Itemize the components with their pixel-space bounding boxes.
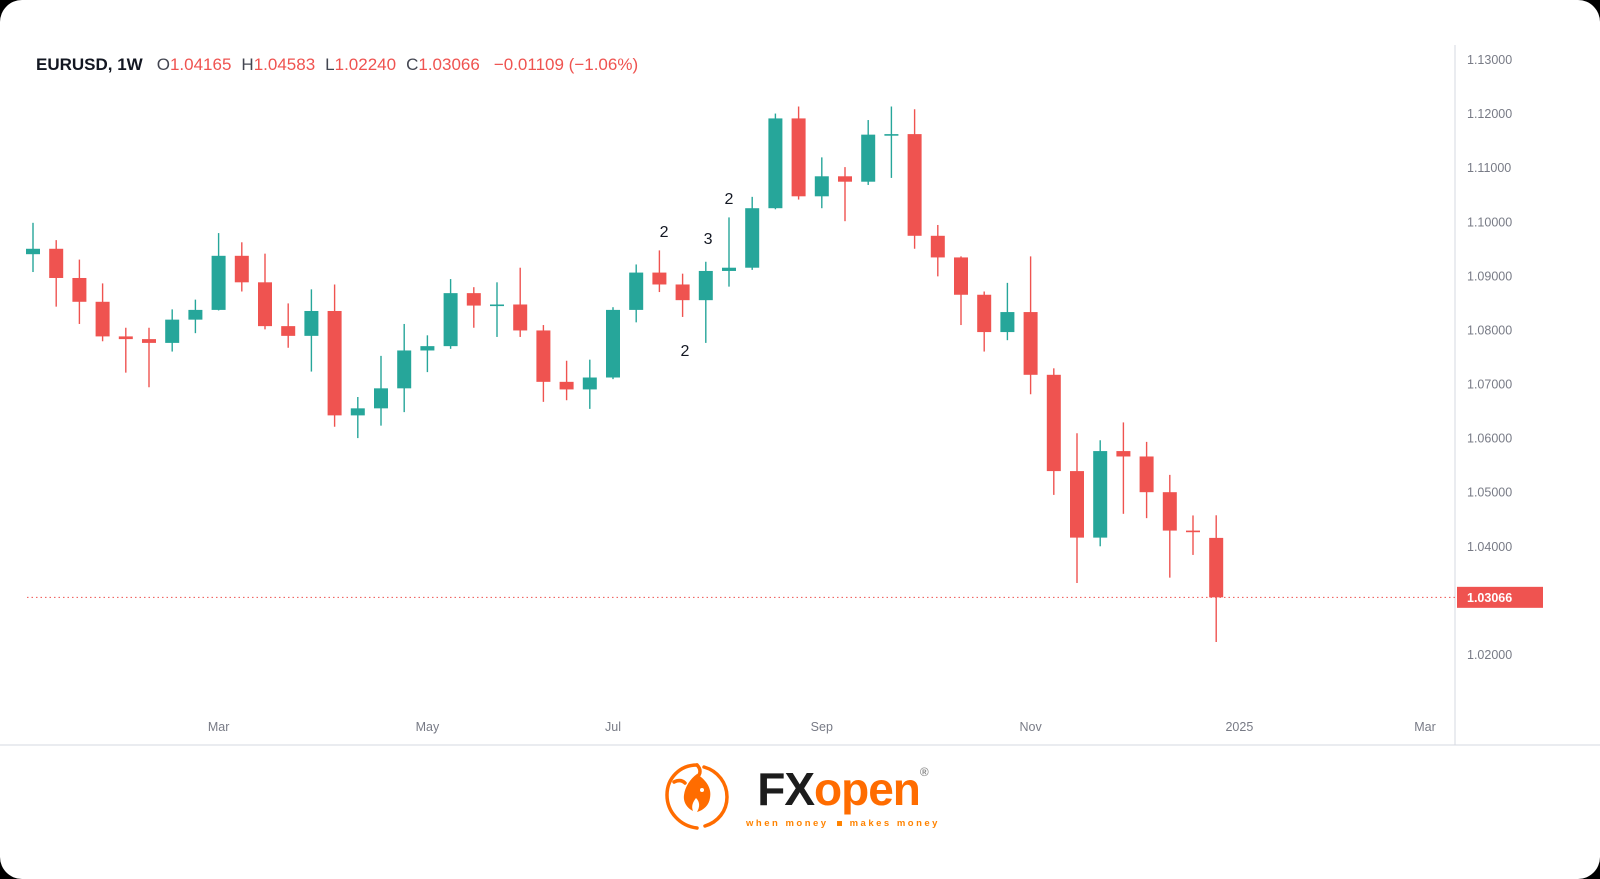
time-axis-label: May [416,720,440,734]
candle [675,273,690,317]
candle [838,167,852,222]
candle [1209,515,1224,643]
candle [652,250,667,293]
candle [443,279,458,349]
candle [814,157,829,209]
wave-count-annotation: 2 [660,224,669,241]
time-axis-label: Jul [605,720,621,734]
candle [861,120,876,185]
candle [722,217,736,287]
price-axis-label: 1.07000 [1467,378,1512,392]
candle [281,303,296,348]
candle [513,267,528,337]
candle [490,282,504,337]
candle [768,113,783,210]
brand-fx: FX [757,762,815,815]
tagline-separator-icon [836,820,842,826]
candle [907,109,922,249]
candle [26,222,40,273]
candle [1000,282,1015,341]
price-axis-label: 1.08000 [1467,323,1512,337]
candle [1070,433,1084,584]
candle [258,253,272,330]
candle [327,284,342,427]
candle [791,106,806,200]
candle [930,224,945,277]
candle [1139,441,1154,519]
candle [698,261,713,343]
last-price-label: 1.03066 [1457,586,1543,608]
candle [118,327,133,373]
candle [1162,474,1177,578]
candle [234,242,249,292]
tagline-right: makes money [849,817,940,829]
price-axis-label: 1.05000 [1467,486,1512,500]
time-axis-label: Sep [811,720,833,734]
price-axis-label: 1.11000 [1467,161,1511,175]
candle [374,355,388,426]
price-axis-label: 1.02000 [1467,648,1512,662]
price-axis[interactable]: 1.13000 1.12000 1.11000 1.10000 1.09000 1.080… [1467,53,1512,662]
candle [1023,256,1038,395]
time-axis-label: Nov [1019,720,1042,734]
price-axis-label: 1.12000 [1467,107,1512,121]
price-axis-label: 1.04000 [1467,540,1512,554]
candle [629,264,644,323]
price-axis-label: 1.06000 [1467,432,1512,446]
candle [1093,440,1108,547]
brand-open: open [814,762,921,815]
price-axis-label: 1.10000 [1467,215,1512,229]
brand-tagline: when money makes money [746,818,940,829]
candle [1186,515,1200,555]
candle [49,240,64,307]
fxopen-logo: FXopen® when money makes money [0,760,1600,834]
candle [211,233,226,311]
candle [165,309,180,352]
candlestick-chart[interactable]: 1.13000 1.12000 1.11000 1.10000 1.09000 1.080… [0,0,1600,760]
candle [1116,422,1131,514]
candle [420,335,435,373]
wave-count-annotation: 3 [704,231,713,248]
candle [606,307,620,380]
candle [142,327,156,388]
candle [95,283,110,342]
candle [582,359,597,409]
fxopen-lion-icon [665,763,729,830]
candle [188,299,203,334]
candle [72,259,87,324]
tagline-left: when money [746,817,829,829]
registered-mark: ® [919,764,929,779]
candle [466,287,481,328]
candle [977,291,992,352]
candle [954,256,968,326]
price-axis-label: 1.13000 [1467,53,1512,67]
candle [536,325,551,402]
wave-count-annotation: 2 [680,343,689,360]
candle [350,396,365,439]
brand-wordmark: FXopen® [757,766,929,812]
svg-text:1.03066: 1.03066 [1467,591,1512,605]
candles [26,106,1224,643]
candle [884,106,899,178]
time-axis-label: 2025 [1225,720,1253,734]
candle [1046,368,1061,495]
time-axis-label: Mar [208,720,230,734]
candle [745,196,760,270]
candle [304,289,319,372]
time-axis-label: Mar [1414,720,1436,734]
candle [559,360,574,401]
candle [397,323,412,413]
wave-count-annotation: 2 [725,191,734,208]
price-axis-label: 1.09000 [1467,269,1512,283]
time-axis[interactable]: Mar May Jul Sep Nov 2025 Mar [208,720,1436,734]
